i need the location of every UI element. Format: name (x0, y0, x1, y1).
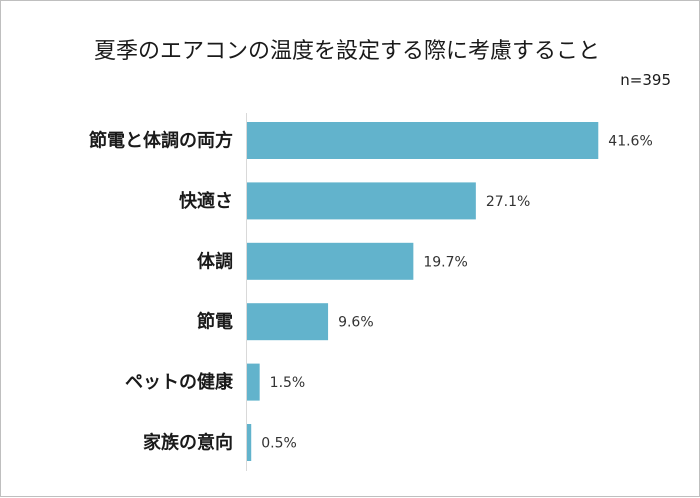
value-label-5: 1.5% (270, 375, 306, 391)
value-label-1: 41.6% (608, 134, 652, 150)
bar-6 (247, 424, 252, 461)
value-label-4: 9.6% (338, 315, 374, 331)
category-label-1: 節電と体調の両方 (89, 130, 233, 152)
category-label-4: 節電 (197, 311, 233, 333)
bar-1 (247, 122, 599, 159)
value-label-6: 0.5% (261, 436, 297, 452)
category-label-6: 家族の意向 (143, 432, 233, 454)
bar-3 (247, 242, 414, 280)
category-label-3: 体調 (197, 250, 233, 272)
sample-size-note: n=395 (620, 71, 671, 89)
value-label-3: 19.7% (423, 254, 467, 270)
category-label-5: ペットの健康 (125, 371, 234, 393)
bar-5 (247, 363, 260, 401)
category-label-2: 快適さ (179, 190, 233, 212)
bar-4 (247, 303, 329, 341)
chart-title: 夏季のエアコンの温度を設定する際に考慮すること (94, 39, 600, 64)
bar-2 (247, 182, 476, 220)
value-label-2: 27.1% (486, 194, 530, 210)
